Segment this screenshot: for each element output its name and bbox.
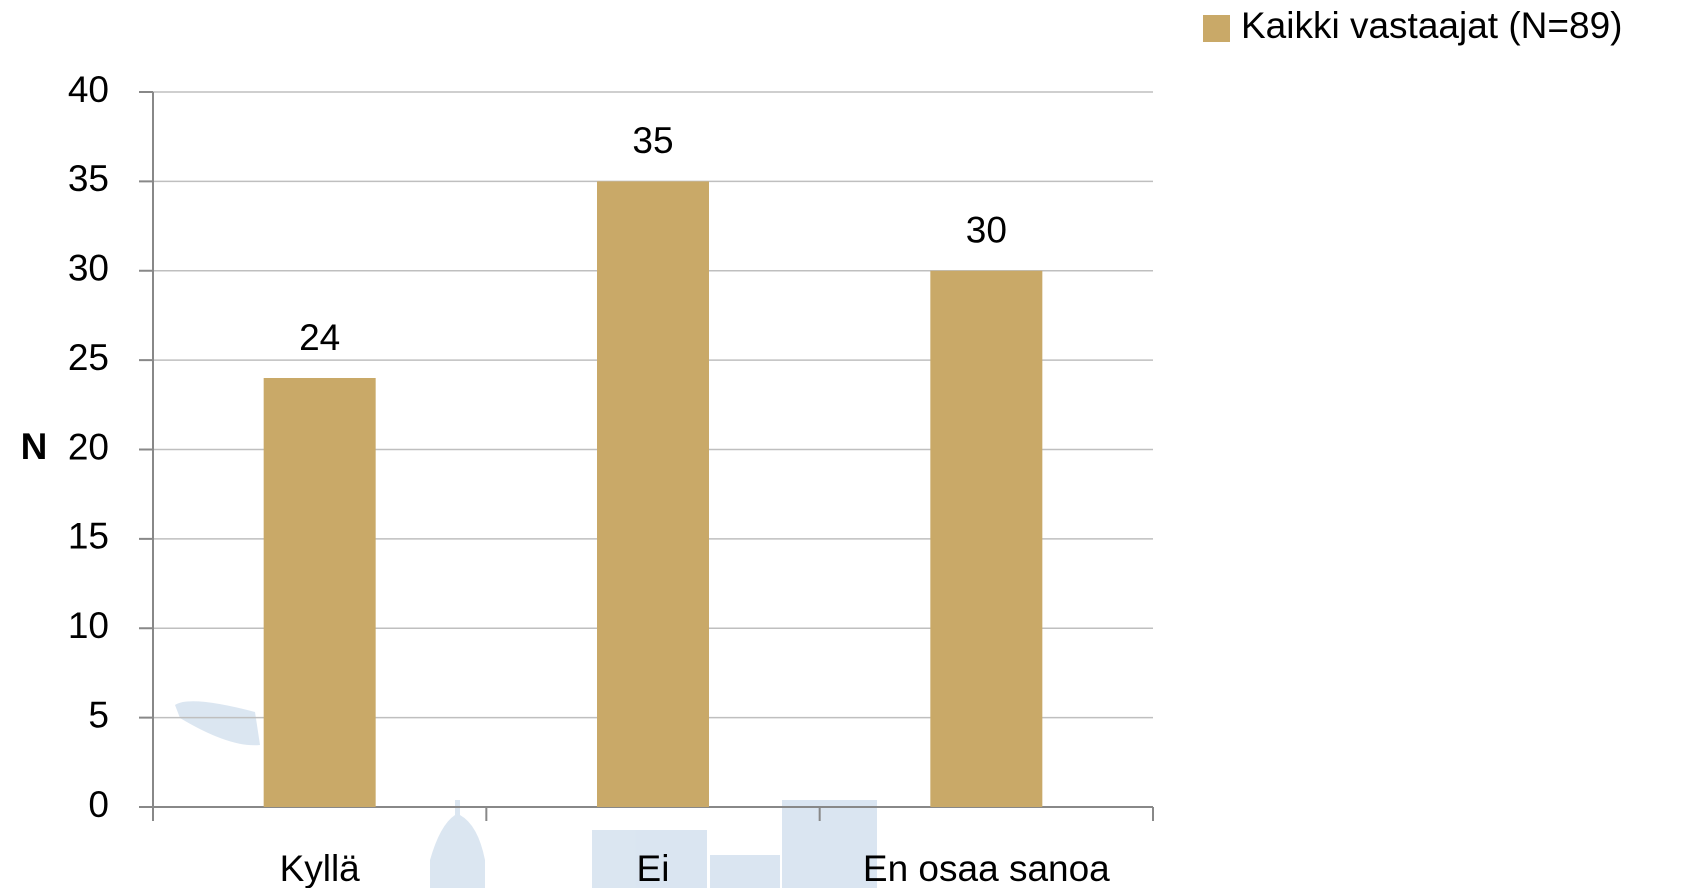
y-tick-label: 20	[68, 426, 109, 467]
legend-label: Kaikki vastaajat (N=89)	[1241, 5, 1622, 46]
background-illustration	[175, 701, 877, 888]
y-tick-label: 0	[88, 784, 109, 825]
y-tick-label: 25	[68, 337, 109, 378]
y-tick-label: 15	[68, 516, 109, 557]
y-tick-label: 35	[68, 158, 109, 199]
data-label: 35	[632, 120, 673, 161]
bar	[597, 181, 709, 807]
x-tick-label: En osaa sanoa	[863, 848, 1110, 888]
bar	[930, 270, 1043, 807]
y-tick-label: 40	[68, 69, 109, 110]
y-tick-label: 30	[68, 248, 109, 289]
y-tick-label: 10	[68, 605, 109, 646]
y-tick-label: 5	[88, 694, 109, 735]
y-axis-label: N	[21, 426, 48, 467]
x-tick-label: Kyllä	[280, 848, 361, 888]
legend-swatch	[1203, 15, 1230, 42]
data-label: 30	[966, 210, 1007, 251]
x-tick-label: Ei	[637, 848, 670, 888]
bar	[263, 378, 376, 807]
data-label: 24	[299, 317, 340, 358]
